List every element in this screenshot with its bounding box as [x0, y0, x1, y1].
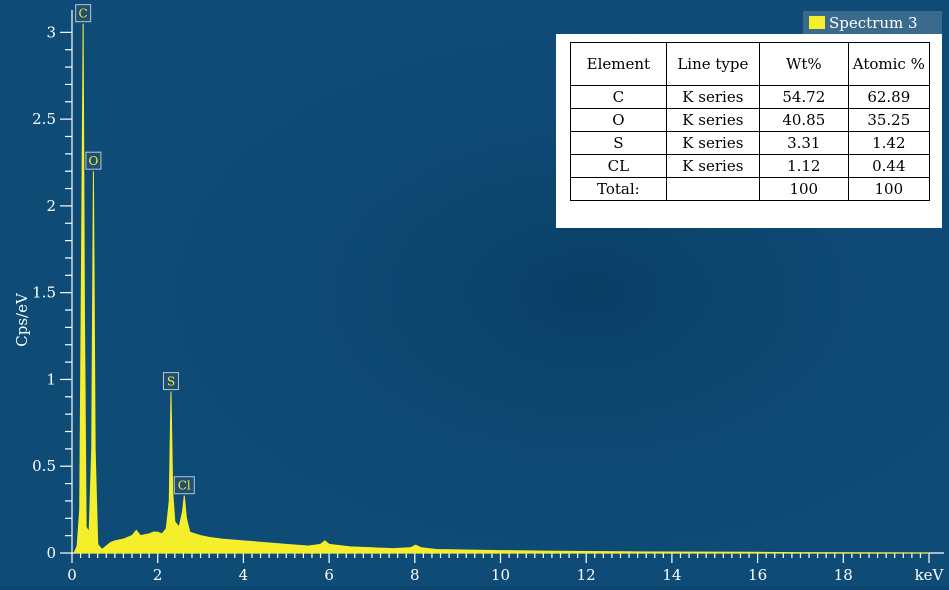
y-tick-label: 0.5 [32, 457, 56, 475]
peak-label-text: O [89, 154, 99, 168]
peak-label-text: C [79, 7, 88, 21]
cell-line-type: K series [665, 154, 760, 178]
cell-line-type [665, 177, 760, 201]
peak-label-layer: C O S Cl [75, 4, 195, 495]
y-tick-label: 2 [46, 197, 56, 215]
table-row: CL K series 1.12 0.44 [570, 154, 931, 178]
cell-atomic: 1.42 [847, 131, 931, 155]
x-tick-label: 14 [662, 566, 681, 584]
quantification-table: Element Line type Wt% Atomic % C K serie… [570, 42, 931, 201]
x-tick-label: 0 [67, 566, 77, 584]
peak-label-text: S [167, 375, 175, 389]
legend: Spectrum 3 [803, 11, 942, 34]
x-tick-label: 12 [577, 566, 596, 584]
header-wt: Wt% [758, 42, 849, 86]
x-tick-label: 10 [491, 566, 510, 584]
cell-atomic: 100 [847, 177, 931, 201]
cell-line-type: K series [665, 85, 760, 109]
cell-element: Total: [570, 177, 667, 201]
peak-label-box [75, 4, 92, 23]
series-layer [73, 23, 930, 554]
cell-atomic: 62.89 [847, 85, 931, 109]
peak-label-text: Cl [178, 479, 191, 493]
peak-label-s: S [162, 372, 179, 391]
cell-element: O [570, 108, 667, 132]
x-tick-label: 4 [239, 566, 249, 584]
peak-label-c: C [75, 4, 92, 23]
x-tick-label: 2 [153, 566, 163, 584]
cell-element: S [570, 131, 667, 155]
cell-wt: 100 [758, 177, 849, 201]
peak-label-box [85, 151, 102, 170]
y-tick-label: 1.5 [32, 284, 56, 302]
header-line-type: Line type [665, 42, 760, 86]
cell-line-type: K series [665, 131, 760, 155]
peak-label-o: O [85, 151, 102, 170]
peak-label-cl: Cl [173, 476, 195, 495]
x-axis-title: keV [915, 566, 945, 584]
header-element: Element [570, 42, 667, 86]
legend-swatch [809, 16, 825, 29]
cell-element: CL [570, 154, 667, 178]
table-header-row: Element Line type Wt% Atomic % [570, 42, 931, 86]
y-tick-label: 1 [46, 370, 56, 388]
table-row: S K series 3.31 1.42 [570, 131, 931, 155]
spectrum-area [73, 23, 930, 554]
y-tick-label: 3 [46, 23, 56, 41]
cell-atomic: 35.25 [847, 108, 931, 132]
cell-wt: 40.85 [758, 108, 849, 132]
x-tick-label: 8 [410, 566, 420, 584]
x-tick-label: 18 [834, 566, 853, 584]
table-row: C K series 54.72 62.89 [570, 85, 931, 109]
quantification-panel: Element Line type Wt% Atomic % C K serie… [556, 34, 942, 228]
peak-label-box [162, 372, 179, 391]
cell-wt: 54.72 [758, 85, 849, 109]
table-total-row: Total: 100 100 [570, 177, 931, 201]
y-tick-label: 0 [46, 544, 56, 562]
cell-atomic: 0.44 [847, 154, 931, 178]
y-tick-label: 2.5 [32, 110, 56, 128]
cell-element: C [570, 85, 667, 109]
table-row: O K series 40.85 35.25 [570, 108, 931, 132]
legend-label: Spectrum 3 [829, 13, 918, 32]
cell-wt: 1.12 [758, 154, 849, 178]
header-atomic: Atomic % [847, 42, 931, 86]
y-axis-title: Cps/eV [13, 292, 31, 347]
peak-label-box [173, 476, 195, 495]
cell-line-type: K series [665, 108, 760, 132]
x-tick-label: 16 [748, 566, 767, 584]
cell-wt: 3.31 [758, 131, 849, 155]
x-tick-label: 6 [324, 566, 334, 584]
